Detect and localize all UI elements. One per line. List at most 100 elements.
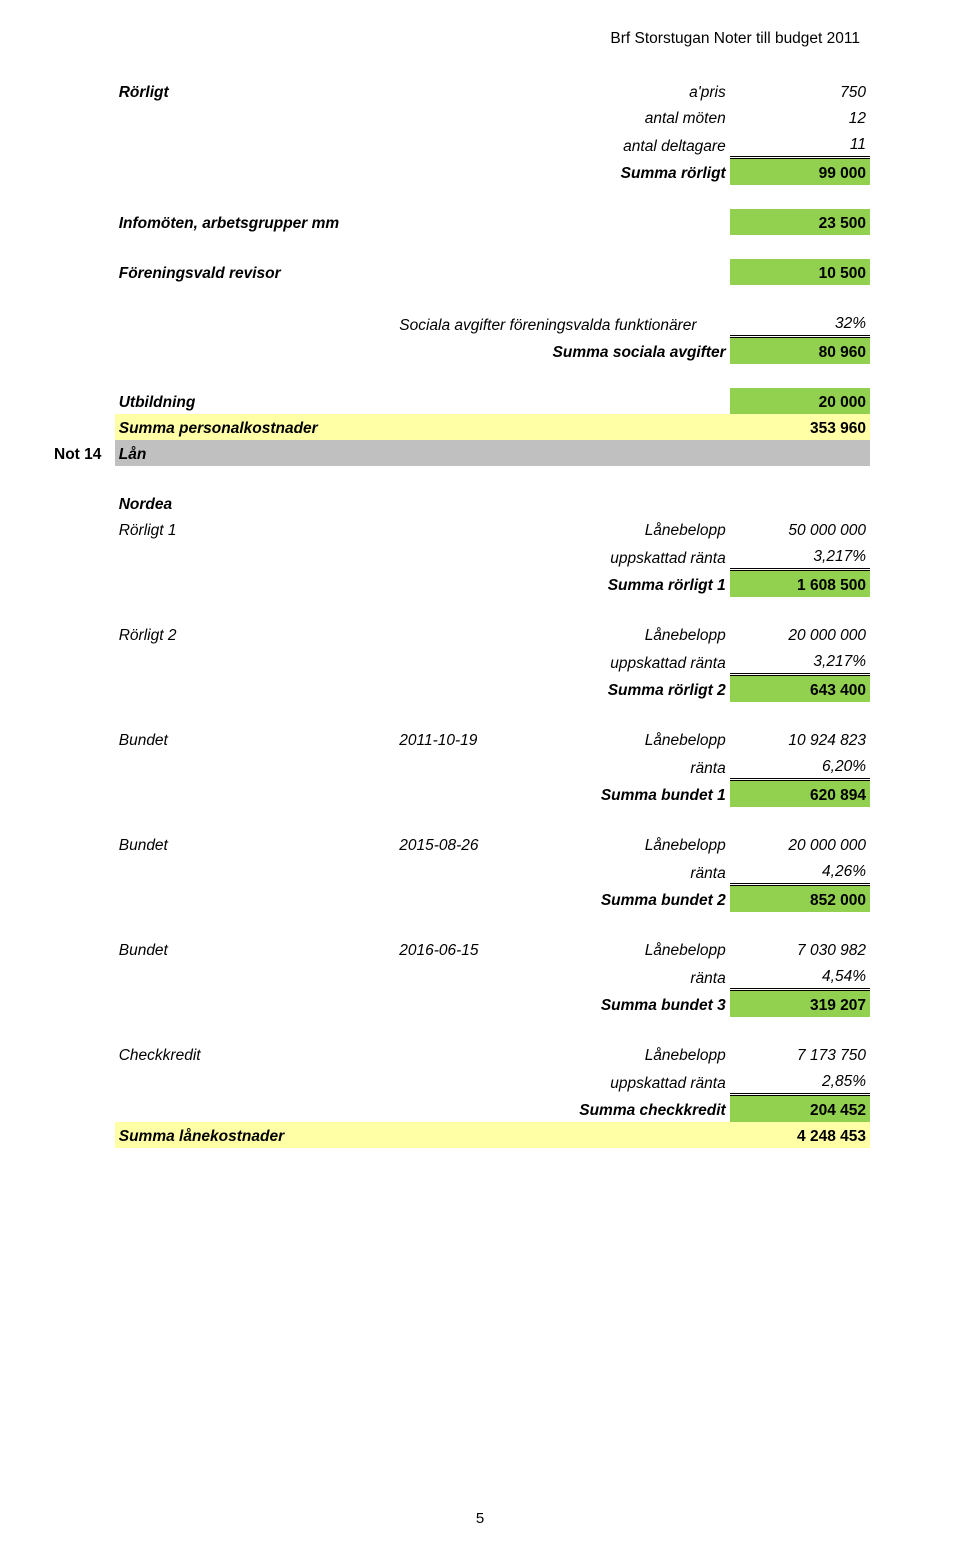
- table-row: Utbildning 20 000: [50, 388, 870, 414]
- label: Bundet: [115, 726, 396, 752]
- table-row: antal möten 12: [50, 104, 870, 130]
- label: Summa rörligt 2: [525, 675, 730, 703]
- budget-table: Rörligt a'pris 750 antal möten 12 antal …: [50, 78, 870, 1148]
- table-row: ränta 6,20%: [50, 752, 870, 780]
- table-row: Rörligt 2 Lånebelopp 20 000 000: [50, 621, 870, 647]
- label: Lånebelopp: [525, 1041, 730, 1067]
- table-row: Summa lånekostnader 4 248 453: [50, 1122, 870, 1148]
- value: 20 000 000: [730, 831, 870, 857]
- value: 7 030 982: [730, 936, 870, 962]
- label: Lån: [115, 440, 730, 466]
- label: Rörligt: [115, 78, 396, 104]
- table-row: uppskattad ränta 2,85%: [50, 1067, 870, 1095]
- date: 2011-10-19: [395, 726, 524, 752]
- value: 99 000: [730, 158, 870, 186]
- value: 1 608 500: [730, 570, 870, 598]
- table-row: ränta 4,26%: [50, 857, 870, 885]
- label: Föreningsvald revisor: [115, 259, 730, 285]
- label: Summa sociala avgifter: [525, 337, 730, 365]
- value: 80 960: [730, 337, 870, 365]
- table-row: Summa personalkostnader 353 960: [50, 414, 870, 440]
- label: Lånebelopp: [525, 621, 730, 647]
- table-row: Summa checkkredit 204 452: [50, 1095, 870, 1123]
- label: Summa lånekostnader: [115, 1122, 730, 1148]
- table-row: Bundet 2011-10-19 Lånebelopp 10 924 823: [50, 726, 870, 752]
- label: Bundet: [115, 936, 396, 962]
- label: Infomöten, arbetsgrupper mm: [115, 209, 730, 235]
- page-number: 5: [0, 1510, 960, 1527]
- label: Summa rörligt: [525, 158, 730, 186]
- value: 204 452: [730, 1095, 870, 1123]
- value: 3,217%: [730, 542, 870, 570]
- page-header: Brf Storstugan Noter till budget 2011: [50, 30, 860, 48]
- value: 3,217%: [730, 647, 870, 675]
- note-label: Not 14: [50, 440, 115, 466]
- label: Checkkredit: [115, 1041, 396, 1067]
- value: 12: [730, 104, 870, 130]
- label: uppskattad ränta: [525, 542, 730, 570]
- value: 20 000: [730, 388, 870, 414]
- value: 750: [730, 78, 870, 104]
- label: a'pris: [525, 78, 730, 104]
- page: Brf Storstugan Noter till budget 2011 Rö…: [0, 0, 960, 1547]
- value: 23 500: [730, 209, 870, 235]
- table-row: Infomöten, arbetsgrupper mm 23 500: [50, 209, 870, 235]
- label: Rörligt 1: [115, 516, 396, 542]
- label: Bundet: [115, 831, 396, 857]
- table-row: Summa bundet 2 852 000: [50, 885, 870, 913]
- table-row: antal deltagare 11: [50, 130, 870, 158]
- table-row: Rörligt 1 Lånebelopp 50 000 000: [50, 516, 870, 542]
- date: 2015-08-26: [395, 831, 524, 857]
- label: Summa bundet 2: [525, 885, 730, 913]
- table-row: Summa rörligt 2 643 400: [50, 675, 870, 703]
- label: ränta: [525, 857, 730, 885]
- table-row: Summa bundet 1 620 894: [50, 780, 870, 808]
- table-row: Summa bundet 3 319 207: [50, 990, 870, 1018]
- value: 50 000 000: [730, 516, 870, 542]
- value: 620 894: [730, 780, 870, 808]
- value: 4,26%: [730, 857, 870, 885]
- label: Sociala avgifter föreningsvalda funktion…: [395, 309, 729, 337]
- label: Utbildning: [115, 388, 730, 414]
- value: 10 924 823: [730, 726, 870, 752]
- label: Summa rörligt 1: [525, 570, 730, 598]
- value: 11: [730, 130, 870, 158]
- value: 353 960: [730, 414, 870, 440]
- label: Lånebelopp: [525, 726, 730, 752]
- value: 4,54%: [730, 962, 870, 990]
- label: ränta: [525, 752, 730, 780]
- value: 32%: [730, 309, 870, 337]
- table-row: Bundet 2016-06-15 Lånebelopp 7 030 982: [50, 936, 870, 962]
- date: 2016-06-15: [395, 936, 524, 962]
- table-row: Föreningsvald revisor 10 500: [50, 259, 870, 285]
- table-row: uppskattad ränta 3,217%: [50, 647, 870, 675]
- label: antal deltagare: [525, 130, 730, 158]
- value: 6,20%: [730, 752, 870, 780]
- value: 852 000: [730, 885, 870, 913]
- table-row: Checkkredit Lånebelopp 7 173 750: [50, 1041, 870, 1067]
- table-row: Summa sociala avgifter 80 960: [50, 337, 870, 365]
- value: 319 207: [730, 990, 870, 1018]
- value: 20 000 000: [730, 621, 870, 647]
- label: Summa bundet 3: [525, 990, 730, 1018]
- value: 10 500: [730, 259, 870, 285]
- table-row: Rörligt a'pris 750: [50, 78, 870, 104]
- table-row: Sociala avgifter föreningsvalda funktion…: [50, 309, 870, 337]
- table-row: ränta 4,54%: [50, 962, 870, 990]
- label: Summa checkkredit: [525, 1095, 730, 1123]
- table-row: Summa rörligt 1 1 608 500: [50, 570, 870, 598]
- value: 643 400: [730, 675, 870, 703]
- table-row: Not 14 Lån: [50, 440, 870, 466]
- label: Lånebelopp: [525, 831, 730, 857]
- label: Lånebelopp: [525, 936, 730, 962]
- label: Summa personalkostnader: [115, 414, 730, 440]
- table-row: Nordea: [50, 490, 870, 516]
- label: Nordea: [115, 490, 870, 516]
- value: 7 173 750: [730, 1041, 870, 1067]
- value: 4 248 453: [730, 1122, 870, 1148]
- label: Rörligt 2: [115, 621, 396, 647]
- table-row: uppskattad ränta 3,217%: [50, 542, 870, 570]
- label: Lånebelopp: [525, 516, 730, 542]
- label: ränta: [525, 962, 730, 990]
- value: 2,85%: [730, 1067, 870, 1095]
